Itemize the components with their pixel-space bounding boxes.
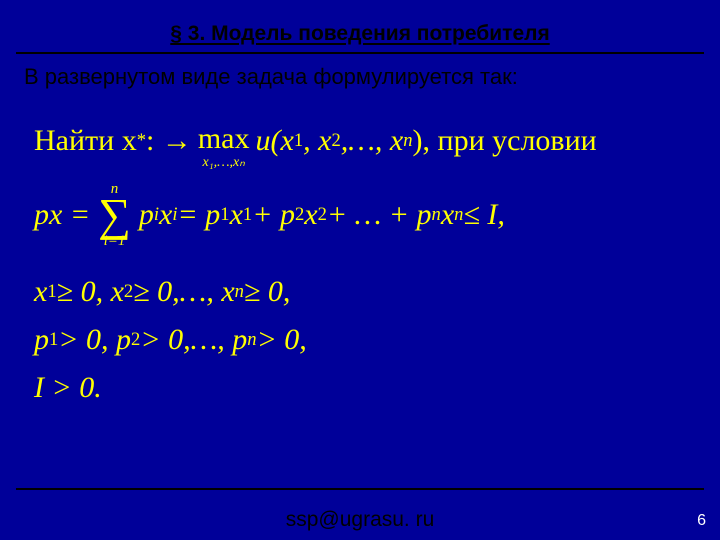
title-text: § 3. Модель поведения потребителя — [170, 22, 549, 45]
l2-xn: x — [441, 200, 454, 230]
slide-title: § 3. Модель поведения потребителя — [0, 0, 720, 46]
l2-sum-bot: i=1 — [104, 234, 126, 249]
l3-s1: 1 — [47, 283, 56, 302]
slide: § 3. Модель поведения потребителя В разв… — [0, 0, 720, 540]
l1-max-sub: x₁,…,xₙ — [203, 156, 245, 170]
l2-x1: x — [230, 200, 243, 230]
page-number: 6 — [697, 512, 706, 530]
l3-sn: n — [235, 283, 244, 302]
l4-s2: 2 — [131, 331, 140, 350]
l1-c2: ,…, x — [341, 126, 404, 156]
l1-s2: 2 — [331, 132, 340, 151]
l1-max: max x₁,…,xₙ — [198, 124, 250, 170]
bottom-rule — [16, 488, 704, 490]
l2-sn: n — [432, 206, 441, 225]
l4-sn: n — [247, 331, 256, 350]
l1-c1: , x — [303, 126, 331, 156]
l2-lhs: px = — [34, 200, 90, 230]
l1-sn: n — [403, 132, 412, 151]
l2-end: ≤ I, — [463, 200, 504, 230]
l3-d: ≥ 0, — [244, 277, 290, 307]
math-block: Найти x * : → max x₁,…,xₙ u(x 1 , x 2 ,…… — [0, 118, 720, 403]
l2-x: x — [159, 200, 172, 230]
l1-mid: : → — [146, 126, 192, 156]
l4-b: > 0, p — [58, 325, 131, 355]
l2-plus2: + … + p — [327, 200, 432, 230]
l2-s1: 1 — [220, 206, 229, 225]
math-line-4: p 1 > 0, p 2 > 0,…, p n > 0, — [34, 325, 720, 355]
l4-s1: 1 — [49, 331, 58, 350]
l5: I > 0. — [34, 373, 102, 403]
l2-s1b: 1 — [243, 206, 252, 225]
footer: ssp@ugrasu. ru — [0, 508, 720, 532]
l2-x2: x — [304, 200, 317, 230]
l2-i1: i — [154, 206, 159, 225]
l1-s1: 1 — [294, 132, 303, 151]
math-line-5: I > 0. — [34, 373, 720, 403]
l3-s2: 2 — [124, 283, 133, 302]
l4-a: p — [34, 325, 49, 355]
l2-pix: p — [139, 200, 154, 230]
l1-u: u(x — [256, 126, 294, 156]
math-line-1: Найти x * : → max x₁,…,xₙ u(x 1 , x 2 ,…… — [34, 118, 720, 164]
l2-i2: i — [172, 206, 177, 225]
l1-prefix: Найти x — [34, 126, 137, 156]
l3-a: x — [34, 277, 47, 307]
l2-plus1: + p — [252, 200, 295, 230]
l1-max-word: max — [198, 124, 250, 154]
l4-c: > 0,…, p — [140, 325, 247, 355]
l2-s2b: 2 — [318, 206, 327, 225]
math-line-2: px = n ∑ i=1 p i x i = p 1 x 1 + p 2 x 2… — [34, 182, 720, 249]
l2-eq: = p — [178, 200, 221, 230]
l4-d: > 0, — [257, 325, 307, 355]
l2-s2: 2 — [295, 206, 304, 225]
subtitle: В развернутом виде задача формулируется … — [0, 54, 720, 90]
l1-end: ), при условии — [413, 126, 597, 156]
l2-snb: n — [454, 206, 463, 225]
l2-sum: n ∑ i=1 — [98, 182, 131, 249]
math-line-3: x 1 ≥ 0, x 2 ≥ 0,…, x n ≥ 0, — [34, 277, 720, 307]
l2-sum-sym: ∑ — [98, 197, 131, 234]
l1-sup: * — [137, 132, 146, 151]
l3-b: ≥ 0, x — [57, 277, 124, 307]
l3-c: ≥ 0,…, x — [133, 277, 234, 307]
